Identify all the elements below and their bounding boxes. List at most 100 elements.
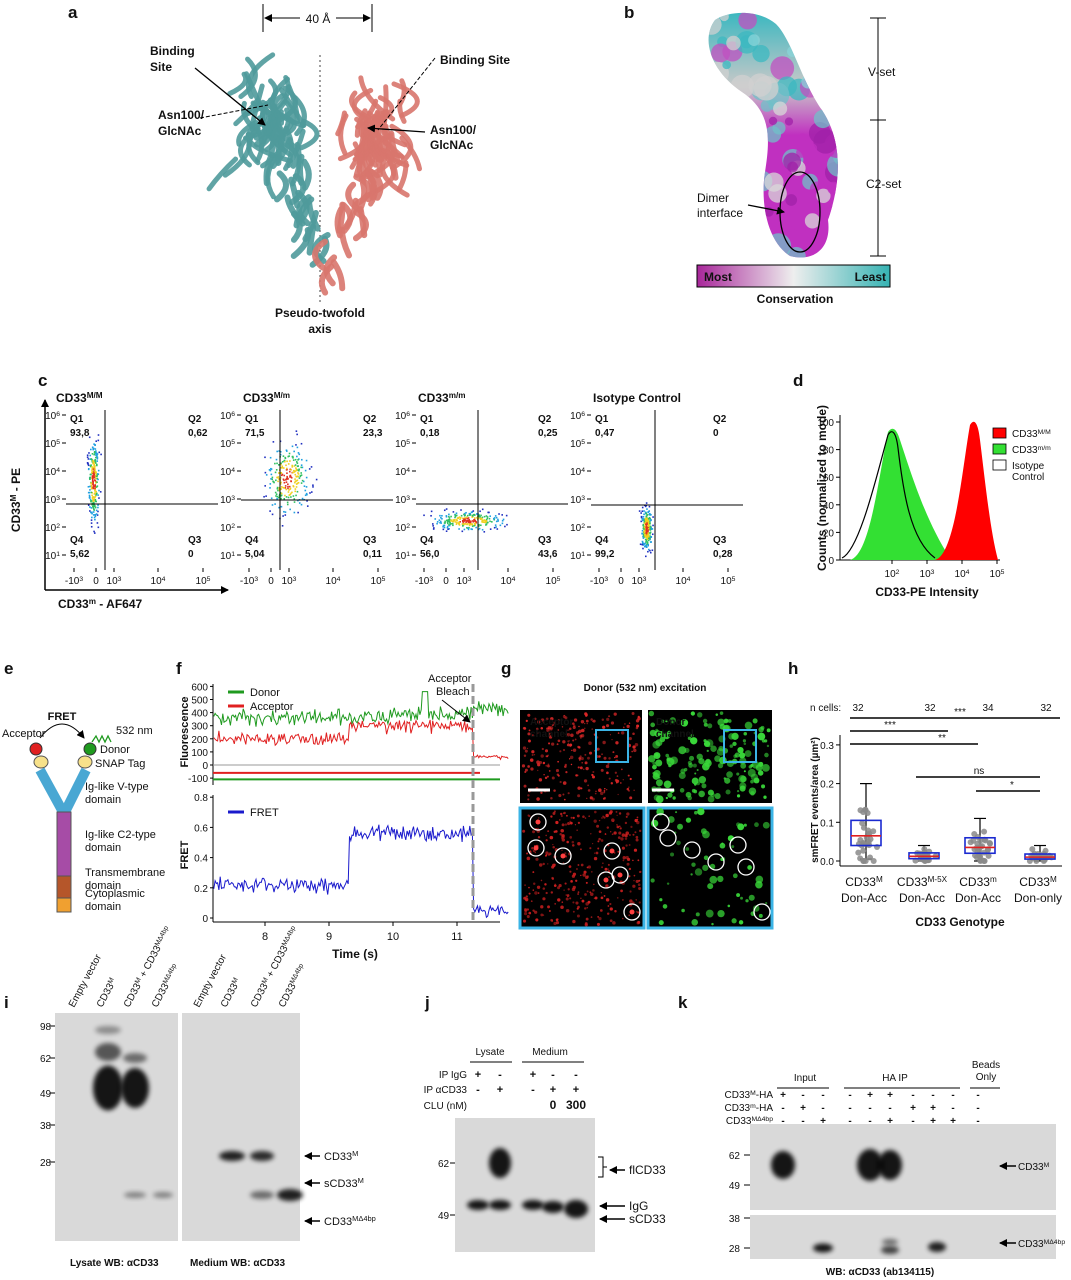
- protein-strand: [366, 110, 389, 154]
- cell-event: [468, 521, 471, 524]
- legend-swatch: [992, 459, 1007, 471]
- cell-event: [89, 497, 91, 499]
- fluorescent-spot: [530, 733, 532, 736]
- cell-event: [475, 526, 477, 529]
- cell-event: [264, 456, 266, 459]
- cell-event: [295, 467, 297, 469]
- cell-point: [867, 854, 874, 861]
- label: Donor: [656, 717, 686, 728]
- cell-event: [496, 528, 499, 530]
- fluorescent-spot: [611, 833, 614, 836]
- fluorescent-spot: [616, 824, 618, 826]
- fluorescent-spot: [556, 918, 559, 921]
- fluorescent-spot: [585, 902, 589, 906]
- cell-event: [646, 508, 648, 510]
- cell-event: [95, 474, 98, 476]
- fluorescent-spot: [588, 741, 592, 746]
- cell-event: [462, 524, 464, 527]
- x-tick-label: -103: [240, 576, 258, 588]
- cell-event: [292, 469, 295, 472]
- fluorescent-spot: [624, 723, 626, 725]
- fluorescent-spot: [709, 875, 718, 884]
- blot-band: [771, 1151, 795, 1179]
- fluorescent-spot: [584, 753, 587, 756]
- cell-event: [643, 530, 646, 533]
- cell-event: [643, 531, 646, 534]
- cell-event: [649, 529, 652, 531]
- x-tick-label: Don-Acc: [841, 891, 887, 905]
- cell-event: [93, 476, 96, 479]
- cell-event: [89, 485, 91, 488]
- fluorescent-spot: [707, 723, 713, 729]
- fluorescent-spot: [527, 794, 530, 797]
- y-tick-label: -100: [188, 774, 208, 785]
- condition-mark: 300: [566, 1098, 586, 1112]
- cell-event: [498, 513, 500, 515]
- superscript: 5: [557, 576, 561, 583]
- cell-event: [645, 515, 648, 518]
- fluorescent-spot: [670, 852, 675, 857]
- y-tick-label: 400: [191, 709, 208, 720]
- cell-event: [648, 510, 651, 512]
- cell-event: [304, 469, 307, 472]
- cell-event: [467, 523, 469, 525]
- cell-event: [315, 478, 318, 481]
- fluorescent-spot: [634, 831, 637, 834]
- fluorescent-spot: [593, 856, 598, 861]
- cell-event: [95, 452, 98, 454]
- cell-event: [312, 486, 314, 488]
- panel-label: e: [4, 659, 13, 678]
- y-tick-label: 102: [220, 523, 235, 535]
- fluorescent-spot: [620, 889, 623, 893]
- fluorescent-spot: [596, 824, 600, 828]
- label: HA IP: [882, 1073, 908, 1084]
- protein-strand: [318, 263, 335, 296]
- cell-event: [642, 544, 645, 546]
- superscript: 4: [512, 576, 516, 583]
- cell-event: [284, 511, 287, 513]
- x-tick-label: 0: [443, 576, 449, 587]
- fluorescent-spot: [540, 913, 544, 917]
- cell-event: [91, 466, 93, 468]
- cell-event: [264, 485, 266, 487]
- cell-event: [87, 464, 90, 467]
- fluorescent-spot: [622, 726, 625, 729]
- cell-event: [294, 488, 297, 490]
- cell-event: [302, 480, 305, 483]
- cell-event: [462, 522, 465, 524]
- histogram-mm-high: [935, 421, 998, 560]
- cell-event: [493, 518, 496, 521]
- label: Binding Site: [440, 53, 510, 67]
- cell-event: [481, 508, 484, 511]
- fluorescent-spot: [577, 766, 580, 769]
- cell-event: [485, 521, 487, 524]
- surface-patch: [753, 75, 779, 101]
- cell-event: [93, 470, 95, 472]
- cell-event: [641, 543, 644, 545]
- text-part: -HA: [756, 1103, 774, 1114]
- cell-event: [483, 521, 486, 524]
- fluorescent-spot: [569, 897, 572, 900]
- fluorescent-spot: [638, 829, 642, 833]
- fluorescent-spot: [535, 857, 539, 861]
- cell-event: [280, 474, 283, 477]
- cell-event: [472, 520, 474, 522]
- label: 71,5: [245, 428, 265, 439]
- fluorescent-spot: [608, 715, 611, 718]
- cell-event: [290, 480, 292, 482]
- cell-event: [91, 511, 93, 514]
- fluorescent-spot: [628, 737, 632, 741]
- cell-event: [647, 543, 650, 546]
- fluorescent-spot: [598, 917, 602, 921]
- fluorescent-spot: [633, 748, 637, 753]
- fluorescent-spot: [538, 778, 543, 782]
- cell-point: [860, 824, 867, 831]
- legend-label: Control: [1012, 472, 1044, 483]
- fluorescent-spot: [526, 915, 530, 919]
- fluorescent-spot: [536, 885, 541, 889]
- text-part: CD33: [324, 1216, 352, 1228]
- surface-patch: [825, 205, 838, 219]
- fluorescent-spot: [550, 815, 553, 818]
- fret-spot-outline: [729, 836, 747, 854]
- superscript: 3: [118, 576, 122, 583]
